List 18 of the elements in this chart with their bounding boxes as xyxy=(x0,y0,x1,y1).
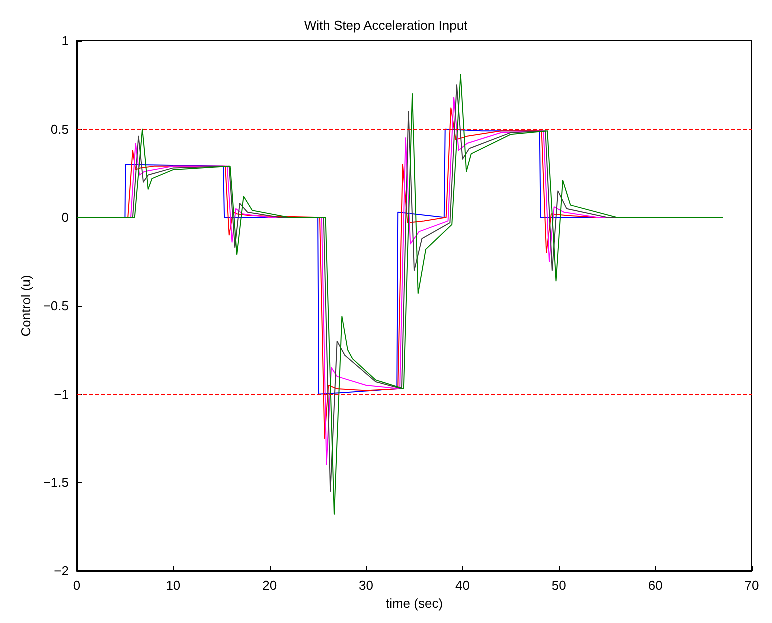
x-tick-label: 50 xyxy=(552,578,566,593)
y-tick-label: 1 xyxy=(62,34,69,48)
y-tick-label: −0.5 xyxy=(43,298,69,314)
x-tick-label: 40 xyxy=(455,578,470,593)
x-tick-label: 0 xyxy=(73,578,81,593)
x-tick-label: 30 xyxy=(359,578,374,593)
y-axis-title: Control (u) xyxy=(18,275,34,337)
chart-title: With Step Acceleration Input xyxy=(304,18,468,33)
y-tick-label: −1 xyxy=(54,386,69,402)
x-tick-label: 70 xyxy=(744,578,760,593)
x-tick-label: 60 xyxy=(648,578,663,593)
x-axis-title: time (sec) xyxy=(386,596,444,611)
y-tick-label: 0 xyxy=(62,210,69,226)
y-tick-label: −1.5 xyxy=(43,475,69,490)
y-tick-label: 0.5 xyxy=(50,122,69,137)
x-tick-label: 10 xyxy=(166,578,181,593)
x-tick-label: 20 xyxy=(262,578,278,593)
y-tick-label: −2 xyxy=(54,564,69,578)
